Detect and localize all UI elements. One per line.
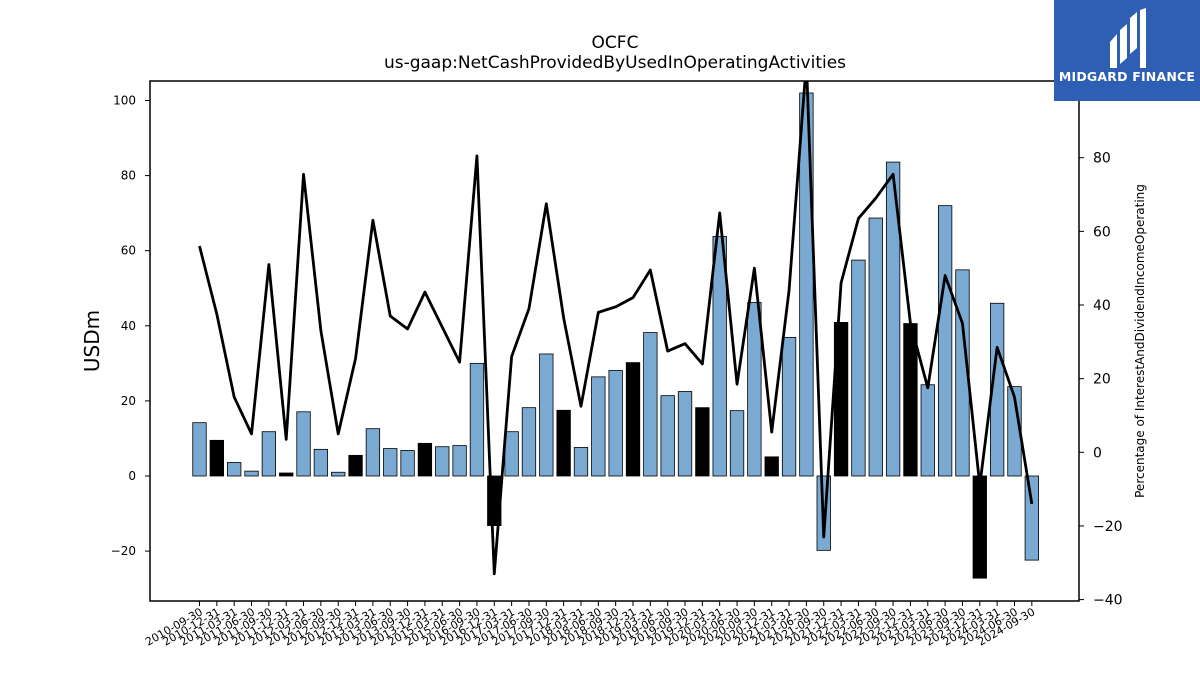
bar-2013-03-31 bbox=[365, 428, 381, 477]
bar-2017-03-31 bbox=[504, 431, 519, 477]
bar-2019-12-31 bbox=[695, 407, 710, 477]
right-y-tick-label: −40 bbox=[1093, 593, 1123, 609]
bar-series bbox=[192, 92, 1039, 579]
bar-2020-09-30 bbox=[747, 302, 762, 477]
bar-2018-09-30 bbox=[608, 370, 623, 477]
bar-2022-09-30 bbox=[885, 161, 901, 477]
bar-2017-09-30 bbox=[539, 353, 554, 477]
bar-2023-09-30 bbox=[955, 269, 970, 477]
line-series bbox=[198, 81, 1034, 576]
y-axis-label: USDm bbox=[80, 310, 104, 372]
right-y-tick-label: 0 bbox=[1093, 445, 1102, 461]
right-y-tick-label: 20 bbox=[1093, 372, 1111, 388]
right-y-axis-label: Percentage of InterestAndDividendIncomeO… bbox=[1133, 184, 1147, 498]
bar-2016-09-30 bbox=[469, 362, 485, 477]
plot-frame bbox=[149, 80, 1080, 602]
y-tick-label: 0 bbox=[128, 469, 136, 483]
right-y-axis: −40 −20 0 20 40 60 80 bbox=[1079, 151, 1123, 609]
bar-2023-06-30 bbox=[937, 205, 953, 477]
bar-2023-12-31 bbox=[972, 475, 987, 579]
bar-2021-06-30 bbox=[799, 92, 814, 477]
bar-2024-03-31 bbox=[989, 302, 1005, 477]
bar-2010-12-31 bbox=[209, 439, 224, 477]
brand-name: MIDGARD FINANCE bbox=[1058, 69, 1196, 84]
bar-2019-09-30 bbox=[677, 391, 693, 477]
right-y-tick-label: 80 bbox=[1093, 151, 1111, 167]
bar-2024-09-30 bbox=[1024, 475, 1039, 561]
y-tick-label: 40 bbox=[121, 319, 136, 333]
bar-2021-03-31 bbox=[781, 337, 797, 477]
bar-2012-09-30 bbox=[331, 471, 346, 477]
chart-title: OCFC bbox=[592, 33, 639, 53]
bar-2013-12-31 bbox=[417, 442, 433, 477]
logo-mark-icon bbox=[1110, 8, 1146, 68]
y-tick-label: 20 bbox=[121, 394, 136, 408]
brand-logo: MIDGARD FINANCE bbox=[1054, 0, 1200, 101]
x-axis: 2010-09-302010-12-312011-03-312011-06-30… bbox=[143, 601, 1037, 649]
bar-2018-03-31 bbox=[573, 447, 589, 477]
bar-2015-03-31 bbox=[435, 446, 450, 477]
bar-2011-09-30 bbox=[261, 431, 277, 477]
bar-2022-12-31 bbox=[903, 323, 918, 477]
bar-2018-12-31 bbox=[625, 362, 641, 477]
bar-2010-09-30 bbox=[192, 422, 207, 477]
bar-2013-09-30 bbox=[400, 450, 415, 477]
bar-2023-03-31 bbox=[920, 384, 935, 477]
right-y-tick-label: −20 bbox=[1093, 519, 1123, 535]
bar-2015-06-30 bbox=[452, 445, 467, 477]
bar-2019-03-31 bbox=[643, 332, 658, 477]
bar-2012-06-30 bbox=[313, 448, 329, 477]
y-tick-label: 80 bbox=[121, 169, 136, 183]
bar-2013-06-30 bbox=[383, 448, 398, 477]
bar-2011-12-31 bbox=[279, 472, 294, 477]
bar-2020-06-30 bbox=[729, 410, 745, 477]
bar-2020-12-31 bbox=[764, 456, 779, 477]
bar-2012-03-31 bbox=[296, 411, 311, 477]
left-y-axis: −20 0 20 40 60 80 100 bbox=[111, 94, 150, 558]
line-series-group bbox=[198, 81, 1034, 576]
bar-2012-12-31 bbox=[348, 454, 363, 477]
bar-2022-03-31 bbox=[851, 259, 866, 477]
bar-2017-12-31 bbox=[556, 409, 571, 477]
bar-2022-06-30 bbox=[868, 217, 883, 477]
y-tick-label: 100 bbox=[113, 94, 136, 108]
bar-2017-06-30 bbox=[521, 407, 537, 477]
right-y-tick-label: 40 bbox=[1093, 298, 1111, 314]
bar-2019-06-30 bbox=[660, 395, 675, 477]
bar-2011-06-30 bbox=[244, 470, 259, 477]
chart-subtitle: us-gaap:NetCashProvidedByUsedInOperating… bbox=[384, 53, 846, 73]
bar-2011-03-31 bbox=[227, 462, 242, 477]
y-tick-label: −20 bbox=[111, 544, 136, 558]
right-y-tick-label: 60 bbox=[1093, 224, 1111, 240]
y-tick-label: 60 bbox=[121, 244, 136, 258]
bar-2018-06-30 bbox=[591, 376, 606, 477]
bar-2020-03-31 bbox=[712, 236, 727, 477]
